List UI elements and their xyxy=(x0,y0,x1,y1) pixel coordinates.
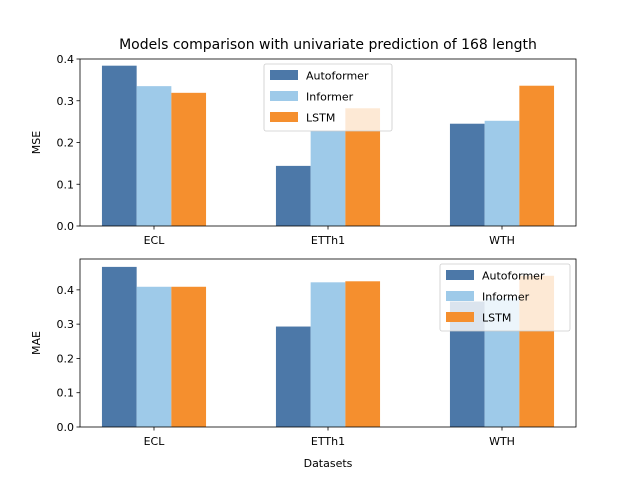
legend-swatch-informer xyxy=(446,291,474,301)
bar-informer-etth1 xyxy=(310,130,346,226)
legend-swatch-autoformer xyxy=(446,270,474,280)
x-tick-label-wth: WTH xyxy=(489,435,515,448)
y-tick-label: 0.2 xyxy=(57,352,75,365)
x-tick-label-wth: WTH xyxy=(489,234,515,247)
y-tick-label: 0.3 xyxy=(57,95,75,108)
legend: Autoformer Informer LSTM xyxy=(439,263,571,332)
y-axis-label: MAE xyxy=(30,331,43,355)
y-tick-label: 0.0 xyxy=(57,220,75,233)
mse-panel: 0.0 0.1 0.2 0.3 0.4 ECL ETTh1 WTH MSE Autoformer I… xyxy=(30,53,577,247)
bar-lstm-etth1 xyxy=(345,281,381,427)
bar-informer-ecl xyxy=(136,286,172,427)
legend-label-lstm: LSTM xyxy=(482,312,511,325)
bar-informer-etth1 xyxy=(310,282,346,427)
legend: Autoformer Informer LSTM xyxy=(263,63,393,132)
bar-autoformer-etth1 xyxy=(275,326,311,427)
bar-autoformer-ecl xyxy=(101,266,137,427)
y-tick-label: 0.2 xyxy=(57,137,75,150)
legend-swatch-autoformer xyxy=(270,70,298,80)
legend-swatch-lstm xyxy=(446,312,474,322)
bar-autoformer-etth1 xyxy=(275,165,311,226)
bar-informer-ecl xyxy=(136,86,172,226)
legend-label-autoformer: Autoformer xyxy=(306,70,369,83)
y-tick-label: 0.1 xyxy=(57,387,75,400)
x-tick-label-ecl: ECL xyxy=(144,234,166,247)
x-tick-label-etth1: ETTh1 xyxy=(311,435,345,448)
legend-label-autoformer: Autoformer xyxy=(482,270,545,283)
y-tick-label: 0.0 xyxy=(57,421,75,434)
mae-panel: 0.0 0.1 0.2 0.3 0.4 ECL ETTh1 WTH MAE Autoformer I… xyxy=(30,258,577,448)
x-axis-label: Datasets xyxy=(304,457,353,470)
bar-autoformer-wth xyxy=(449,123,485,226)
bar-informer-wth xyxy=(484,120,520,226)
y-tick-label: 0.4 xyxy=(57,284,75,297)
bar-lstm-ecl xyxy=(171,92,207,226)
y-axis-label: MSE xyxy=(30,131,43,154)
x-tick-label-ecl: ECL xyxy=(144,435,166,448)
y-tick-label: 0.1 xyxy=(57,178,75,191)
y-tick-label: 0.3 xyxy=(57,318,75,331)
bar-autoformer-ecl xyxy=(101,65,137,227)
bar-lstm-ecl xyxy=(171,286,207,427)
legend-swatch-informer xyxy=(270,91,298,101)
legend-label-informer: Informer xyxy=(482,291,530,304)
x-tick-label-etth1: ETTh1 xyxy=(311,234,345,247)
legend-label-lstm: LSTM xyxy=(306,112,335,125)
y-tick-label: 0.4 xyxy=(57,53,75,66)
legend-swatch-lstm xyxy=(270,112,298,122)
legend-label-informer: Informer xyxy=(306,91,354,104)
chart-title: Models comparison with univariate predic… xyxy=(119,37,537,53)
bar-lstm-wth xyxy=(519,85,555,226)
